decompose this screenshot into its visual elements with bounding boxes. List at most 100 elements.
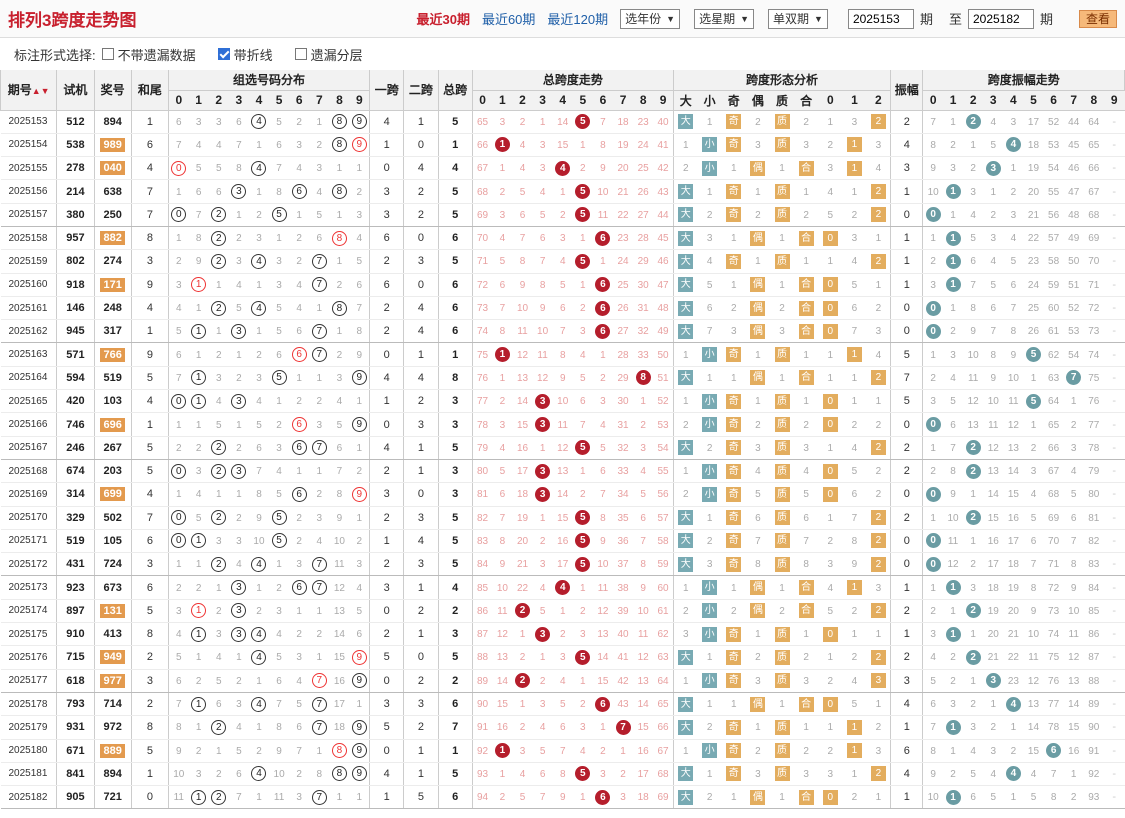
- cell-jianghao: 721: [94, 785, 132, 810]
- cell-form-composite: 1: [794, 179, 819, 204]
- option-no-omission[interactable]: 不带遗漏数据: [96, 45, 196, 64]
- omission-value: 68: [657, 768, 669, 780]
- cell-trend: 77: [472, 389, 493, 414]
- cell-qihao: 2025163: [0, 342, 58, 367]
- cell-ztrend: 4: [983, 762, 1004, 787]
- cell-zhenfu: 0: [890, 552, 924, 577]
- cell-form-prime: 质: [769, 506, 795, 530]
- cell-zongkua: 2: [438, 599, 473, 624]
- omission-value: 50: [657, 349, 669, 361]
- omission-value: 16: [1007, 512, 1019, 524]
- from-period-input[interactable]: [847, 8, 914, 29]
- cell-trend: 58: [653, 529, 674, 554]
- cell-form-composite: 8: [794, 552, 819, 577]
- cell-zhenfu: 0: [890, 529, 924, 554]
- cell-form-composite: 合: [794, 692, 819, 717]
- cell-ztrend: 4: [1023, 762, 1044, 787]
- cell-ztrend: -: [1103, 133, 1125, 158]
- omission-value: 3: [336, 372, 343, 384]
- cell-dist: 5: [188, 506, 209, 530]
- cell-dist: 3: [269, 436, 290, 460]
- omission-value: 1: [176, 489, 182, 501]
- cell-ztrend: 9: [983, 366, 1004, 391]
- omission-value: 4: [296, 279, 302, 291]
- cell-form-big: 1: [673, 575, 698, 600]
- omission-value: 11: [597, 582, 609, 594]
- cell-form-even: 1: [745, 342, 770, 367]
- cell-ztrend: 75: [1083, 366, 1104, 391]
- sort-icon[interactable]: ▲▼: [31, 86, 50, 97]
- amplitude-ball: 0: [925, 486, 941, 502]
- cell-form-composite: 7: [794, 529, 819, 554]
- to-period-input[interactable]: [967, 8, 1034, 29]
- omission-value: 1: [803, 256, 809, 268]
- select-year[interactable]: 选年份 ▼: [620, 8, 681, 29]
- cell-dist: 2: [208, 762, 229, 787]
- cell-trend: 2: [512, 110, 533, 134]
- option-layered[interactable]: 遗漏分层: [289, 45, 363, 64]
- checkbox-checked-icon[interactable]: [217, 48, 230, 60]
- omission-value: 13: [496, 652, 508, 664]
- checkbox-icon[interactable]: [294, 48, 307, 60]
- cell-trend: 5: [572, 529, 593, 554]
- cell-ztrend: 5: [922, 669, 943, 693]
- cell-dist: 4: [248, 692, 270, 717]
- omission-value: 76: [1048, 675, 1060, 687]
- omission-value: 1: [539, 512, 546, 524]
- link-recent-30[interactable]: 最近30期: [416, 12, 470, 27]
- omission-value: 24: [617, 256, 629, 268]
- cell-dist: 2: [349, 179, 371, 204]
- form-hit: 大: [678, 300, 694, 316]
- hit-circle: 9: [351, 766, 367, 782]
- cell-dist: 3: [329, 366, 350, 391]
- dash-mark: -: [1112, 628, 1117, 641]
- omission-value: 3: [316, 512, 323, 524]
- omission-value: 2: [1030, 442, 1037, 454]
- chevron-down-icon: ▼: [666, 13, 676, 24]
- omission-value: 3: [176, 605, 182, 617]
- amplitude-ball: 2: [965, 440, 981, 456]
- cell-trend: 15: [552, 506, 573, 530]
- omission-value: 2: [236, 675, 242, 687]
- omission-value: 5: [519, 186, 526, 198]
- omission-value: 40: [657, 116, 669, 128]
- header-qihao[interactable]: 期号▲▼: [0, 70, 58, 111]
- hit-circle: 1: [191, 393, 207, 409]
- checkbox-icon[interactable]: [101, 48, 114, 60]
- cell-jianghao: 274: [94, 249, 132, 274]
- select-odd-even[interactable]: 单双期 ▼: [768, 8, 828, 29]
- omission-value: 9: [176, 745, 182, 757]
- omission-value: 9: [539, 303, 546, 315]
- cell-trend: 27: [633, 203, 654, 227]
- cell-trend: 5: [552, 692, 573, 717]
- link-recent-120[interactable]: 最近120期: [547, 12, 609, 27]
- form-hit: 小: [702, 673, 718, 689]
- hit-circle: 4: [251, 766, 267, 782]
- omission-value: 34: [617, 489, 629, 501]
- select-weekday[interactable]: 选星期 ▼: [694, 8, 754, 29]
- omission-value: 5: [256, 419, 262, 431]
- cell-dist: 1: [168, 412, 189, 437]
- omission-value: 92: [1088, 768, 1100, 780]
- cell-form-odd: 1: [721, 575, 746, 600]
- omission-value: 14: [1027, 722, 1040, 734]
- query-button[interactable]: 查看: [1078, 9, 1117, 28]
- cell-ztrend: 21: [983, 645, 1004, 670]
- draw-number: 103: [103, 395, 122, 408]
- option-with-line[interactable]: 带折线: [212, 45, 273, 64]
- link-recent-60[interactable]: 最近60期: [481, 12, 536, 27]
- omission-value: 9: [1070, 582, 1077, 594]
- form-hit: 质: [774, 766, 790, 782]
- cell-dist: 4: [269, 459, 290, 484]
- amplitude-ball: 0: [925, 207, 941, 223]
- cell-dist: 6: [228, 110, 249, 134]
- omission-value: 1: [296, 605, 302, 617]
- omission-value: 1: [356, 699, 363, 711]
- cell-form-r1: 5: [842, 692, 867, 717]
- top-bar: 排列3跨度走势图 最近30期 最近60期 最近120期 选年份 ▼ 选星期 ▼ 单双…: [0, 0, 1125, 38]
- omission-value: 2: [296, 116, 302, 128]
- cell-trend: 2: [492, 389, 513, 414]
- cell-form-small: 小: [697, 599, 722, 624]
- cell-ztrend: 3: [1023, 459, 1044, 484]
- cell-dist: 6: [289, 436, 310, 460]
